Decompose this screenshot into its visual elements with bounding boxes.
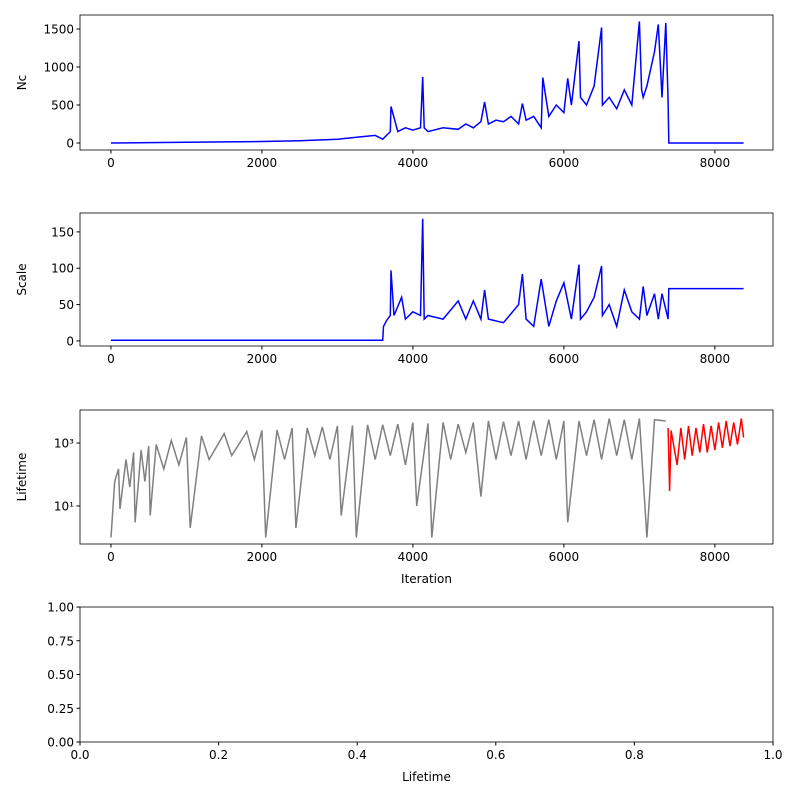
x-tick-label: 0.2 [209,748,228,762]
series-line [667,418,745,492]
axes-frame [79,409,774,545]
y-axis-label: Scale [15,263,29,295]
x-axis-label: Lifetime [402,770,451,784]
x-tick-label: 4000 [398,550,429,564]
y-tick-label: 10³ [54,437,74,451]
y-tick-label: 0.75 [47,634,74,648]
y-tick-label: 0.25 [47,702,74,716]
x-tick-label: 4000 [398,156,429,170]
y-axis-label: Nc [15,75,29,91]
series-line [111,218,744,341]
x-tick-label: 0.8 [625,748,644,762]
y-tick-label: 1.00 [47,601,74,615]
axes-frame [79,212,774,347]
series-line [110,21,744,144]
x-axis-label: Iteration [401,572,452,586]
x-tick-label: 6000 [549,156,580,170]
y-tick-label: 1000 [43,60,74,74]
y-axis-label: Lifetime [15,453,29,502]
y-tick-label: 0 [66,137,74,151]
series-line [110,418,666,538]
x-tick-label: 0 [107,352,115,366]
y-tick-label: 500 [51,99,74,113]
x-tick-label: 4000 [398,352,429,366]
axes-frame [79,606,774,743]
y-tick-label: 1500 [43,22,74,36]
x-tick-label: 0.4 [348,748,367,762]
x-tick-label: 6000 [549,352,580,366]
x-tick-label: 2000 [247,156,278,170]
x-tick-label: 2000 [247,550,278,564]
y-tick-label: 150 [51,225,74,239]
x-tick-label: 6000 [549,550,580,564]
x-tick-label: 0 [107,550,115,564]
x-tick-label: 2000 [247,352,278,366]
x-tick-label: 0 [107,156,115,170]
x-tick-label: 0.0 [70,748,89,762]
y-tick-label: 0.50 [47,668,74,682]
x-tick-label: 1.0 [763,748,782,762]
x-tick-label: 8000 [700,156,731,170]
y-tick-label: 100 [51,262,74,276]
y-tick-label: 10¹ [54,499,74,513]
y-tick-label: 0.00 [47,736,74,750]
y-tick-label: 50 [59,298,74,312]
x-tick-label: 8000 [700,352,731,366]
x-tick-label: 0.6 [486,748,505,762]
y-tick-label: 0 [66,334,74,348]
x-tick-label: 8000 [700,550,731,564]
axes-frame [79,14,774,151]
